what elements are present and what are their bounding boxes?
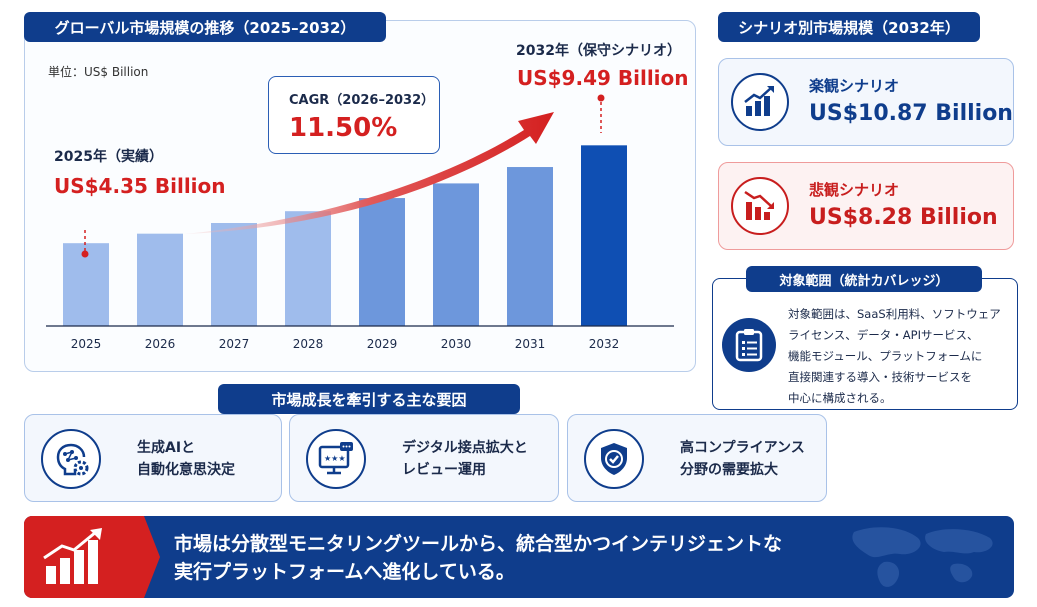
driver-line: 生成AIと	[137, 440, 196, 456]
review-monitor-icon: ★★★	[306, 429, 366, 489]
shield-check-icon	[584, 429, 644, 489]
start-year-label: 2025年（実績）	[54, 149, 163, 165]
coverage-title: 対象範囲（統計カバレッジ）	[746, 266, 982, 292]
cagr-box: CAGR（2026–2032） 11.50%	[268, 76, 440, 154]
x-tick-label: 2029	[367, 337, 398, 351]
pessimistic-value: US$8.28 Billion	[809, 205, 998, 230]
driver-text: デジタル接点拡大と レビュー運用	[402, 437, 528, 481]
driver-card-digital: ★★★ デジタル接点拡大と レビュー運用	[289, 414, 559, 502]
coverage-line: 対象範囲は、SaaS利用料、ソフトウェア	[788, 307, 1001, 321]
driver-line: レビュー運用	[402, 462, 486, 478]
bar-2030	[433, 183, 479, 326]
bar-2027	[211, 223, 257, 326]
cagr-label: CAGR（2026–2032）	[289, 93, 435, 108]
svg-text:★★★: ★★★	[324, 454, 346, 463]
end-value-label: US$9.49 Billion	[517, 66, 689, 90]
clipboard-icon	[722, 318, 776, 372]
driver-line: 自動化意思決定	[137, 462, 235, 478]
x-tick-label: 2025	[71, 337, 102, 351]
optimistic-label: 楽観シナリオ	[809, 77, 900, 95]
coverage-text: 対象範囲は、SaaS利用料、ソフトウェア ライセンス、データ・APIサービス、 …	[788, 304, 1014, 409]
pessimistic-label: 悲観シナリオ	[809, 181, 900, 199]
bar-2029	[359, 198, 405, 326]
driver-line: 分野の需要拡大	[680, 462, 778, 478]
driver-line: デジタル接点拡大と	[402, 440, 528, 456]
bar-2028	[285, 211, 331, 326]
x-tick-label: 2027	[219, 337, 250, 351]
optimistic-scenario-card: 楽観シナリオ US$10.87 Billion	[718, 58, 1014, 146]
x-tick-label: 2032	[589, 337, 620, 351]
driver-line: 高コンプライアンス	[680, 440, 805, 456]
banner-line: 実行プラットフォームへ進化している。	[174, 561, 515, 583]
banner-arrowhead	[144, 516, 160, 598]
cagr-value: 11.50%	[289, 113, 398, 143]
end-year-label: 2032年（保守シナリオ）	[516, 43, 681, 59]
driver-card-compliance: 高コンプライアンス 分野の需要拡大	[567, 414, 827, 502]
x-tick-label: 2030	[441, 337, 472, 351]
start-value-label: US$4.35 Billion	[54, 174, 226, 198]
bar-chart: 2025 2026 2027 2028 2029 2030 2031 2032	[46, 94, 674, 351]
start-marker	[81, 230, 89, 258]
chart-down-icon	[731, 177, 789, 235]
banner-line: 市場は分散型モニタリングツールから、統合型かつインテリジェントな	[174, 533, 783, 555]
x-tick-label: 2026	[145, 337, 176, 351]
driver-text: 高コンプライアンス 分野の需要拡大	[680, 437, 805, 481]
pessimistic-scenario-card: 悲観シナリオ US$8.28 Billion	[718, 162, 1014, 250]
coverage-line: ライセンス、データ・APIサービス、	[788, 328, 979, 342]
driver-text: 生成AIと 自動化意思決定	[137, 437, 235, 481]
world-map-decoration	[852, 527, 993, 587]
x-tick-label: 2028	[293, 337, 324, 351]
optimistic-value: US$10.87 Billion	[809, 101, 1013, 126]
growth-bars-icon	[43, 528, 102, 584]
chart-title: グローバル市場規模の推移（2025–2032）	[24, 12, 386, 42]
bar-2032	[581, 145, 627, 326]
driver-card-ai: 生成AIと 自動化意思決定	[24, 414, 282, 502]
chart-up-icon	[731, 73, 789, 131]
banner-text: 市場は分散型モニタリングツールから、統合型かつインテリジェントな 実行プラットフ…	[174, 530, 782, 586]
unit-label: 単位：US$ Billion	[48, 65, 149, 79]
ai-brain-icon	[41, 429, 101, 489]
bar-2026	[137, 233, 183, 326]
scenario-title: シナリオ別市場規模（2032年）	[718, 12, 980, 42]
coverage-line: 直接関連する導入・技術サービスを	[788, 370, 972, 384]
end-marker	[597, 94, 605, 133]
x-tick-label: 2031	[515, 337, 546, 351]
coverage-line: 機能モジュール、プラットフォームに	[788, 349, 983, 363]
coverage-line: 中心に構成される。	[788, 391, 892, 405]
drivers-title: 市場成長を牽引する主な要因	[218, 384, 520, 414]
bar-2031	[507, 167, 553, 326]
conclusion-banner: 市場は分散型モニタリングツールから、統合型かつインテリジェントな 実行プラットフ…	[24, 516, 1014, 598]
